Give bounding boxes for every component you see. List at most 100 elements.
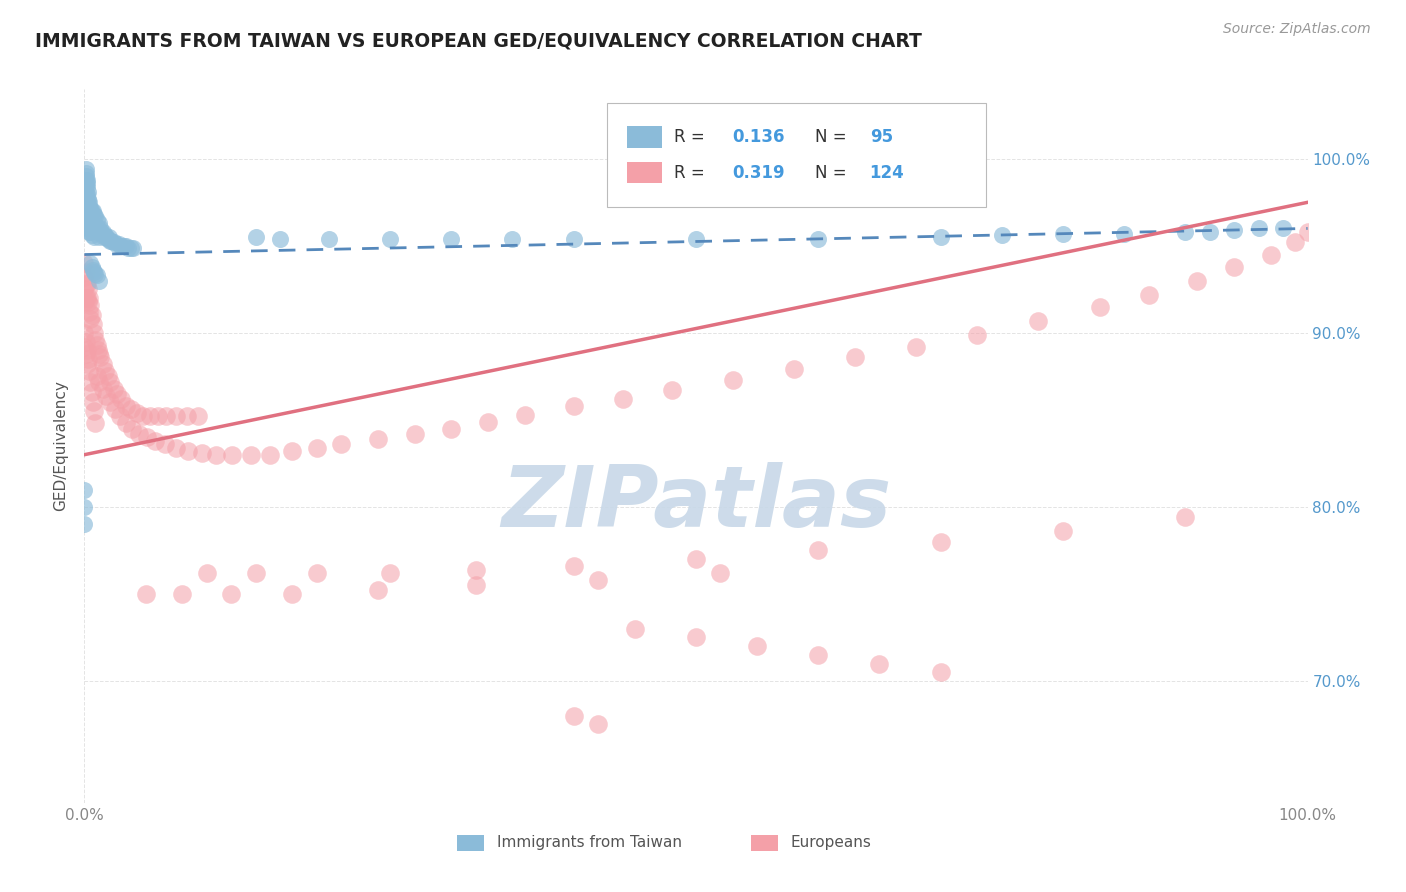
Point: [76, 179, 98, 194]
Point: [709, 566, 731, 580]
Point: [79, 225, 101, 239]
Text: N =: N =: [814, 164, 852, 182]
Point: [108, 409, 131, 424]
Point: [83, 326, 105, 340]
Point: [367, 432, 389, 446]
Point: [75, 277, 97, 292]
Point: [177, 444, 200, 458]
Point: [128, 426, 150, 441]
Point: [73, 270, 96, 285]
Point: [115, 239, 138, 253]
Point: [76, 221, 98, 235]
Bar: [627, 162, 662, 184]
Point: [90, 225, 112, 239]
Point: [929, 534, 952, 549]
Point: [86, 268, 108, 283]
Point: [73, 294, 96, 309]
Point: [98, 375, 121, 389]
Point: [89, 350, 111, 364]
Text: 0.319: 0.319: [733, 164, 786, 182]
Point: [80, 260, 103, 274]
Point: [75, 291, 97, 305]
Point: [77, 195, 100, 210]
Point: [187, 409, 209, 424]
Point: [79, 201, 101, 215]
Point: [807, 232, 830, 246]
Point: [77, 351, 100, 366]
Point: [94, 364, 117, 378]
Text: 0.136: 0.136: [733, 128, 785, 146]
Point: [440, 421, 463, 435]
Point: [132, 409, 155, 424]
Point: [245, 566, 267, 580]
Point: [80, 228, 103, 243]
Point: [305, 441, 328, 455]
Point: [79, 312, 101, 326]
Point: [404, 426, 426, 441]
Point: [103, 382, 125, 396]
Point: [1052, 227, 1074, 241]
Point: [75, 172, 97, 186]
Point: [464, 578, 486, 592]
Point: [87, 221, 110, 235]
Point: [89, 221, 111, 235]
Point: [110, 392, 132, 406]
Point: [86, 212, 108, 227]
Point: [165, 441, 187, 455]
Bar: [751, 835, 778, 851]
Point: [96, 388, 118, 402]
Point: [77, 192, 100, 206]
Y-axis label: GED/Equivalency: GED/Equivalency: [53, 381, 69, 511]
Point: [76, 176, 98, 190]
Point: [367, 583, 389, 598]
Point: [73, 282, 96, 296]
Point: [75, 166, 97, 180]
Point: [991, 228, 1014, 243]
Point: [77, 221, 100, 235]
Point: [153, 437, 176, 451]
Point: [176, 409, 198, 424]
Point: [562, 399, 585, 413]
Point: [76, 357, 98, 371]
Point: [97, 230, 120, 244]
Bar: [627, 127, 662, 148]
Point: [73, 204, 96, 219]
Point: [122, 241, 145, 255]
Point: [477, 415, 499, 429]
Point: [87, 216, 110, 230]
Point: [783, 362, 806, 376]
Point: [139, 409, 162, 424]
Point: [75, 178, 97, 192]
Text: IMMIGRANTS FROM TAIWAN VS EUROPEAN GED/EQUIVALENCY CORRELATION CHART: IMMIGRANTS FROM TAIWAN VS EUROPEAN GED/E…: [35, 31, 922, 50]
Text: Immigrants from Taiwan: Immigrants from Taiwan: [496, 835, 682, 849]
Point: [586, 573, 609, 587]
Text: N =: N =: [814, 128, 852, 146]
Point: [75, 162, 97, 177]
Text: Source: ZipAtlas.com: Source: ZipAtlas.com: [1223, 22, 1371, 37]
Point: [75, 265, 97, 279]
Point: [562, 708, 585, 723]
Point: [77, 364, 100, 378]
Point: [75, 186, 97, 201]
Point: [79, 212, 101, 227]
Point: [502, 232, 524, 246]
Point: [87, 375, 110, 389]
Point: [1028, 314, 1050, 328]
Point: [112, 239, 135, 253]
Point: [77, 291, 100, 305]
Point: [73, 256, 96, 270]
Point: [87, 274, 110, 288]
Point: [120, 402, 142, 417]
Point: [77, 282, 100, 296]
Point: [80, 385, 103, 400]
Point: [84, 267, 107, 281]
Point: [105, 237, 128, 252]
Point: [97, 232, 120, 246]
Point: [562, 559, 585, 574]
Point: [1198, 225, 1220, 239]
Point: [76, 186, 98, 201]
Point: [929, 230, 952, 244]
Text: R =: R =: [673, 128, 710, 146]
Point: [513, 408, 536, 422]
Point: [205, 448, 228, 462]
